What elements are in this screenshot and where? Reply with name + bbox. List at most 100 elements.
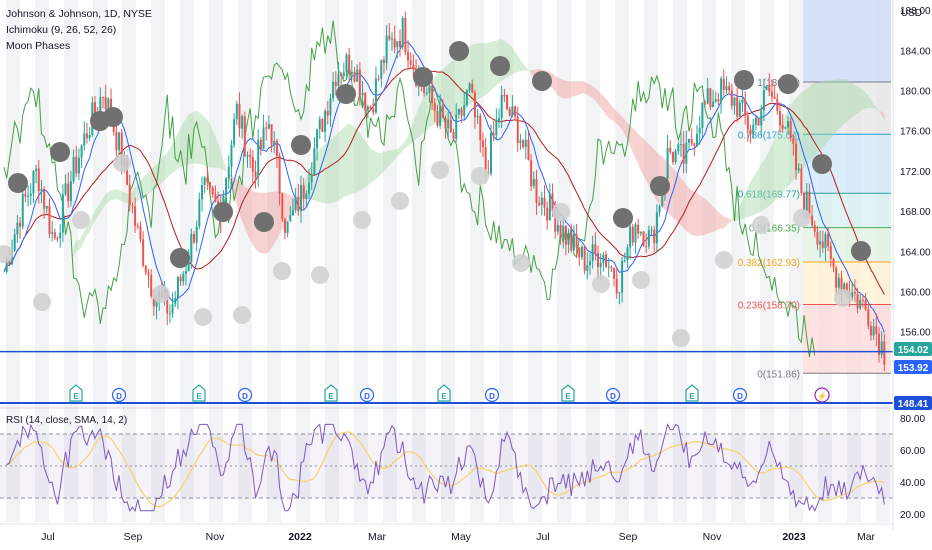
candle-body xyxy=(407,51,410,61)
candle-body xyxy=(653,229,656,244)
candle-body xyxy=(506,95,509,110)
price-tick-label: 180.00 xyxy=(900,86,931,97)
candle-body xyxy=(696,133,699,146)
cloud-segment xyxy=(528,69,532,75)
price-tick-label: 184.00 xyxy=(900,46,931,57)
chart-title: Johnson & Johnson, 1D, NYSE xyxy=(6,8,152,20)
candle-body xyxy=(883,341,886,365)
cloud-segment xyxy=(424,89,427,133)
full-moon-icon xyxy=(490,56,510,76)
candle-body xyxy=(369,106,372,110)
candle-body xyxy=(337,73,340,86)
candle-body xyxy=(562,226,565,237)
cloud-segment xyxy=(713,206,716,232)
new-moon-icon xyxy=(715,251,733,269)
earnings-icon xyxy=(69,384,83,402)
cloud-segment xyxy=(710,203,714,233)
full-moon-icon xyxy=(613,208,633,228)
candle-body xyxy=(489,133,492,174)
candle-body xyxy=(580,246,583,258)
cloud-segment xyxy=(608,102,612,120)
cloud-segment xyxy=(405,135,409,149)
candle-body xyxy=(126,158,129,185)
cloud-segment xyxy=(335,132,339,202)
candle-body xyxy=(567,233,570,245)
cloud-segment xyxy=(838,79,842,130)
cloud-segment xyxy=(828,80,831,142)
candle-body xyxy=(382,59,385,63)
phase-stripe xyxy=(209,0,223,522)
candle-body xyxy=(762,89,765,111)
candle-body xyxy=(380,59,383,79)
candle-body xyxy=(281,193,284,220)
cloud-segment xyxy=(806,87,810,165)
cloud-segment xyxy=(589,84,593,99)
cloud-segment xyxy=(520,59,524,72)
cloud-segment xyxy=(509,44,513,76)
candle-body xyxy=(666,147,669,179)
candle-body xyxy=(845,283,848,293)
cloud-segment xyxy=(349,123,352,195)
cloud-segment xyxy=(857,86,861,114)
event-marker-label: E xyxy=(689,392,695,401)
rsi-tick-label: 80.00 xyxy=(900,414,925,425)
candle-body xyxy=(249,154,252,158)
event-marker-label: D xyxy=(242,392,248,401)
full-moon-icon xyxy=(254,212,274,232)
candle-body xyxy=(463,105,466,116)
cloud-segment xyxy=(145,172,149,196)
cloud-segment xyxy=(223,160,227,172)
cloud-segment xyxy=(485,42,489,96)
candle-body xyxy=(495,120,498,136)
candle-body xyxy=(551,193,554,212)
cloud-segment xyxy=(413,114,417,142)
candle-body xyxy=(142,239,145,266)
cloud-segment xyxy=(630,125,633,153)
cloud-segment xyxy=(686,184,689,234)
event-marker-label: D xyxy=(489,392,495,401)
candle-body xyxy=(701,102,704,129)
cloud-segment xyxy=(480,42,483,98)
event-marker-label: D xyxy=(364,392,370,401)
dividend-icon xyxy=(605,387,621,403)
cloud-segment xyxy=(777,126,780,199)
candle-body xyxy=(211,187,214,195)
full-moon-icon xyxy=(449,41,469,61)
candle-body xyxy=(473,92,476,118)
candle-body xyxy=(615,278,618,294)
cloud-segment xyxy=(461,49,465,111)
candle-body xyxy=(283,219,286,233)
candle-body xyxy=(439,105,442,126)
cloud-segment xyxy=(81,230,85,247)
candle-body xyxy=(27,195,30,197)
candle-body xyxy=(687,139,690,143)
cloud-segment xyxy=(175,132,178,171)
candle-body xyxy=(827,234,830,246)
candle-body xyxy=(519,140,522,143)
rsi-line xyxy=(6,423,885,513)
rsi-legend[interactable]: RSI (14, close, SMA, 14, 2) xyxy=(6,415,128,426)
candle-body xyxy=(310,174,313,183)
cloud-segment xyxy=(761,160,764,212)
full-moon-icon xyxy=(812,154,832,174)
phase-stripe xyxy=(35,0,49,522)
candle-body xyxy=(374,78,377,113)
candle-body xyxy=(720,78,723,102)
ichimoku-legend[interactable]: Ichimoku (9, 26, 52, 26) xyxy=(6,24,117,36)
candle-body xyxy=(171,304,174,314)
cloud-segment xyxy=(763,155,767,210)
candle-body xyxy=(586,265,589,271)
cloud-segment xyxy=(105,192,109,205)
moon-phases-legend[interactable]: Moon Phases xyxy=(6,40,71,52)
candle-body xyxy=(770,91,773,97)
rsi-tick-label: 40.00 xyxy=(900,478,925,489)
candle-body xyxy=(144,265,147,273)
cloud-segment xyxy=(852,83,855,118)
ichimoku-cloud xyxy=(73,39,885,257)
candle-body xyxy=(77,157,80,174)
candle-body xyxy=(115,131,118,151)
dividend-icon xyxy=(484,387,500,403)
cloud-segment xyxy=(531,69,534,77)
